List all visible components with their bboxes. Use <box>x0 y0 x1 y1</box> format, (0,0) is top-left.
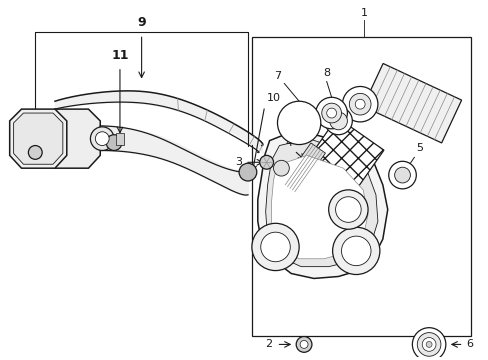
Circle shape <box>273 160 289 176</box>
Circle shape <box>341 236 370 266</box>
Circle shape <box>95 132 109 145</box>
Text: 7: 7 <box>274 71 281 81</box>
Circle shape <box>259 156 273 169</box>
Bar <box>251 37 470 336</box>
Circle shape <box>388 161 415 189</box>
Circle shape <box>335 197 361 222</box>
Circle shape <box>300 341 307 348</box>
Text: 10: 10 <box>266 93 280 103</box>
Circle shape <box>321 103 341 123</box>
Polygon shape <box>292 117 383 213</box>
Text: 6: 6 <box>466 339 472 350</box>
Polygon shape <box>116 133 123 145</box>
Text: 9: 9 <box>137 16 145 30</box>
Polygon shape <box>43 109 100 168</box>
Circle shape <box>260 232 290 262</box>
Circle shape <box>425 342 431 347</box>
Circle shape <box>277 101 320 145</box>
Circle shape <box>348 93 370 115</box>
Circle shape <box>332 227 379 275</box>
Circle shape <box>416 333 440 356</box>
Text: 11: 11 <box>111 49 128 62</box>
Circle shape <box>421 338 435 351</box>
Circle shape <box>355 99 365 109</box>
Circle shape <box>329 112 346 130</box>
Polygon shape <box>282 143 325 193</box>
Text: 1: 1 <box>360 8 366 18</box>
Polygon shape <box>14 113 63 164</box>
Circle shape <box>283 107 314 139</box>
Polygon shape <box>10 109 67 168</box>
Circle shape <box>251 223 299 271</box>
Circle shape <box>289 113 308 133</box>
Text: 2: 2 <box>265 339 272 350</box>
Circle shape <box>411 328 445 360</box>
Circle shape <box>328 190 367 229</box>
Circle shape <box>324 107 351 135</box>
Text: 4: 4 <box>285 138 292 148</box>
Circle shape <box>342 86 377 122</box>
Circle shape <box>28 145 42 159</box>
Circle shape <box>394 167 409 183</box>
Circle shape <box>326 108 336 118</box>
Polygon shape <box>271 156 367 259</box>
Circle shape <box>315 97 346 129</box>
Circle shape <box>296 337 311 352</box>
Text: 5: 5 <box>415 143 423 153</box>
Polygon shape <box>265 139 377 267</box>
Text: 3: 3 <box>235 157 242 167</box>
Polygon shape <box>257 131 387 278</box>
Circle shape <box>90 127 114 150</box>
Text: 8: 8 <box>323 68 329 78</box>
Circle shape <box>239 163 256 181</box>
Circle shape <box>106 135 122 150</box>
Polygon shape <box>363 63 461 143</box>
